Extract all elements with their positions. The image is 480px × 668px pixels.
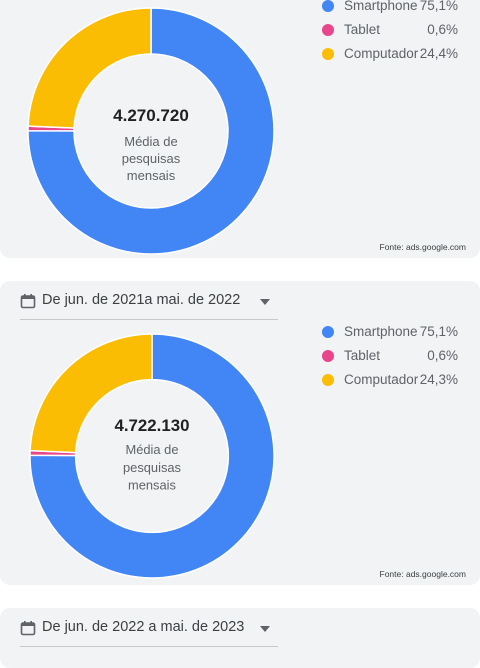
- legend-value: 0,6%: [427, 22, 458, 37]
- center-label-line-2: pesquisas: [123, 460, 181, 475]
- legend: Smartphone 75,1% Tablet 0,6% Computador …: [320, 322, 462, 394]
- legend-label: Computador: [344, 46, 419, 61]
- date-range-picker[interactable]: De jun. de 2021a mai. de 2022: [20, 283, 278, 320]
- calendar-icon: [20, 294, 36, 309]
- smartphone-color-dot: [322, 0, 334, 12]
- computador-color-dot: [322, 48, 334, 60]
- legend-label: Tablet: [344, 348, 381, 363]
- donut-slice-computador[interactable]: [29, 333, 153, 454]
- legend-label: Tablet: [344, 22, 381, 37]
- legend-item-tablet[interactable]: Tablet 0,6%: [320, 346, 462, 370]
- legend-label: Computador: [344, 372, 419, 387]
- legend-item-smartphone[interactable]: Smartphone 75,1%: [320, 322, 462, 346]
- legend-item-smartphone[interactable]: Smartphone 75,1%: [320, 0, 462, 20]
- source-label: Fonte: ads.google.com: [379, 242, 466, 252]
- legend-value: 24,4%: [419, 46, 458, 61]
- calendar-icon: [20, 621, 36, 636]
- center-label-line-2: pesquisas: [122, 151, 181, 166]
- center-value: 4.722.130: [114, 416, 189, 435]
- donut-chart-2: 4.722.130 Média de pesquisas mensais: [29, 333, 275, 579]
- legend-value: 75,1%: [419, 0, 458, 13]
- smartphone-color-dot: [322, 326, 334, 338]
- legend-label: Smartphone: [344, 0, 418, 13]
- legend: Smartphone 75,1% Tablet 0,6% Computador …: [320, 0, 462, 68]
- legend-item-computador[interactable]: Computador 24,4%: [320, 44, 462, 68]
- dropdown-arrow-icon: [260, 626, 270, 632]
- chart-card-2: De jun. de 2021a mai. de 2022 4.722.130 …: [0, 281, 480, 585]
- donut-slice-smartphone[interactable]: [27, 7, 275, 255]
- legend-item-tablet[interactable]: Tablet 0,6%: [320, 20, 462, 44]
- legend-item-computador[interactable]: Computador 24,3%: [320, 370, 462, 394]
- center-label-line-1: Média de: [124, 134, 177, 149]
- chart-card-3: De jun. de 2022 a mai. de 2023: [0, 608, 480, 668]
- date-range-picker[interactable]: De jun. de 2022 a mai. de 2023: [20, 610, 278, 647]
- tablet-color-dot: [322, 24, 334, 36]
- legend-value: 75,1%: [419, 324, 458, 339]
- center-label-line-3: mensais: [128, 478, 176, 493]
- center-label-line-1: Média de: [126, 442, 179, 457]
- donut-chart-1: 4.270.720 Média de pesquisas mensais: [27, 7, 275, 255]
- date-range-label: De jun. de 2022 a mai. de 2023: [42, 619, 245, 635]
- center-label-line-3: mensais: [127, 168, 176, 183]
- source-label: Fonte: ads.google.com: [379, 569, 466, 579]
- center-value: 4.270.720: [113, 106, 189, 125]
- donut-slice-smartphone[interactable]: [29, 333, 275, 579]
- legend-value: 0,6%: [427, 348, 458, 363]
- dropdown-arrow-icon: [260, 299, 270, 305]
- chart-card-1: 4.270.720 Média de pesquisas mensais Sma…: [0, 0, 480, 258]
- tablet-color-dot: [322, 350, 334, 362]
- date-range-label: De jun. de 2021a mai. de 2022: [42, 292, 241, 308]
- legend-value: 24,3%: [419, 372, 458, 387]
- computador-color-dot: [322, 374, 334, 386]
- legend-label: Smartphone: [344, 324, 418, 339]
- donut-slice-computador[interactable]: [27, 7, 152, 129]
